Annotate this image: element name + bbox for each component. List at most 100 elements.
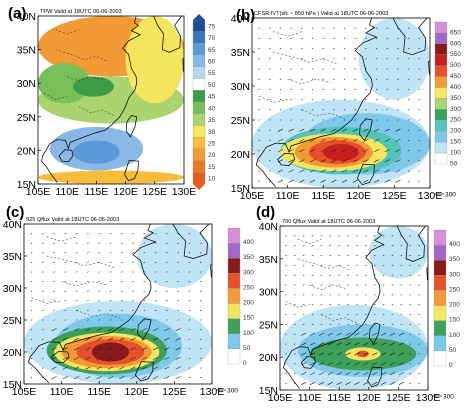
vector-arrow [409,284,412,286]
vector-arrow [418,304,420,306]
vector-arrow [418,98,421,101]
colorbar-label: 400 [450,84,461,91]
vector-arrow [354,37,357,40]
vector-arrow [409,264,412,266]
vector-arrow [311,274,314,276]
vector-arrow [75,271,78,273]
taiwan-outline [125,114,138,138]
vector-arrow [175,347,181,351]
colorbar-segment [434,65,448,77]
colorbar-label: 400 [243,239,254,246]
coastline-korea [153,16,182,53]
vector-arrow [285,382,287,385]
vector-arrow [409,333,412,335]
vector-arrow [154,242,157,244]
vector-arrow [164,337,170,341]
colorbar-segment [433,290,447,306]
topography-contour [55,49,109,62]
x-tick-label: 105E [12,386,37,398]
vector-arrow [363,128,369,132]
panel-a: 105E 110E 115E 120E 125E 130E 15N 20N 25N 30N 35N 4… [8,5,216,198]
vector-arrow [199,338,202,340]
vector-arrow [258,149,260,152]
vector-arrow [365,313,367,316]
vector-arrow [132,271,134,273]
vector-arrow [96,356,102,360]
vector-arrow [120,300,123,302]
vector-arrow [400,284,403,286]
vector-arrow [363,179,369,183]
vector-arrow [327,352,333,356]
vector-arrow [329,245,332,247]
colorbar-segment [192,43,206,56]
vector-arrow [258,27,260,29]
colorbar-segment [433,260,447,276]
vector-arrow [279,27,282,29]
field-contour [38,170,184,184]
vector-arrow [143,242,146,244]
plot-frame [37,15,185,185]
vector-arrow [311,78,314,80]
vector-arrow [288,169,294,173]
vector-arrow [365,27,367,29]
vector-arrow [318,372,325,376]
vector-arrow [258,68,260,70]
vector-arrow [336,352,342,356]
vector-arrow [30,376,33,379]
vector-arrow [301,362,307,366]
vector-arrow [354,68,357,70]
vector-arrow [268,78,271,80]
vector-arrow [311,304,314,306]
vector-arrow [268,98,271,101]
colorbar-segment [433,305,447,321]
hainan-outline [58,149,74,163]
colorbar-segment [434,109,448,121]
vector-arrow [320,284,323,286]
vector-arrow [343,119,346,121]
vector-arrow [152,376,159,380]
vector-arrow [64,232,67,235]
vector-arrow [397,109,399,111]
field-contour [91,342,130,362]
colorbar: 650 600 550 500 450 400 350 300 250 200 150 100 50 [434,21,461,167]
vector-arrow [333,37,335,40]
vector-arrow [41,232,44,235]
vector-arrow [380,372,387,376]
vector-arrow [418,254,420,257]
vector-arrow [277,138,284,142]
vector-arrow [365,294,367,296]
vector-arrow [356,264,358,266]
vector-arrow [75,232,78,235]
vector-arrow [311,37,314,40]
y-tick-label: 40N [17,11,36,23]
y-tick-label: 40N [259,221,278,233]
vector-arrow [409,363,412,365]
vector-arrow [397,78,399,80]
vector-arrow [188,280,191,283]
vector-arrow [107,328,114,332]
topography-contour [285,301,310,308]
vector-arrow [30,261,33,264]
x-tick-label: 125E [382,190,407,202]
vector-arrow [87,261,89,264]
vector-arrow [188,232,191,235]
vector-arrow [132,252,134,254]
vector-arrow [320,245,323,247]
colorbar-label: 550 [450,51,461,58]
x-tick-label: 125E [386,392,411,404]
vector-arrow [418,109,421,111]
vector-arrow [386,37,389,40]
vector-arrow [109,271,112,273]
vector-arrow [301,58,303,60]
colorbar-label: 250 [243,284,254,291]
vector-arrow [354,362,360,366]
vector-arrow [301,342,307,346]
vector-arrow [395,159,401,163]
vector-arrow [268,139,271,142]
vector-arrow [407,37,410,40]
vector-arrow [418,149,421,152]
vector-arrow [188,261,191,264]
vector-arrow [363,342,369,346]
vector-arrow [279,119,282,121]
vector-arrow [41,319,44,321]
